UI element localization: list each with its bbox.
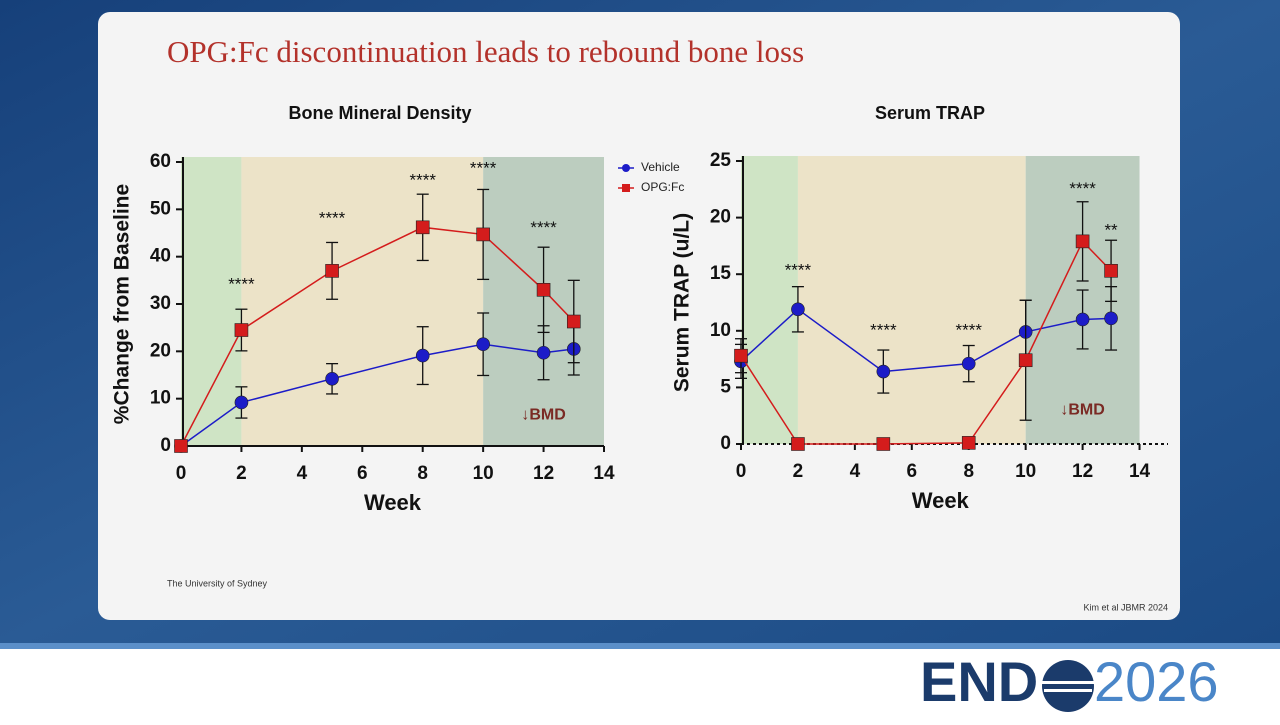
x-tick-label: 2 [236,463,247,484]
marker [1075,234,1090,249]
annotation: **** [955,320,982,339]
marker [415,348,430,363]
chart-title: Serum TRAP [875,103,985,123]
annotation: **** [228,275,255,294]
marker [876,364,891,379]
annotation: **** [409,170,436,189]
x-tick-label: 0 [176,463,187,484]
marker [876,437,891,451]
annotation: ↓BMD [521,406,565,423]
marker [1104,264,1118,278]
x-axis-label: Week [912,488,970,513]
marker [234,323,249,337]
marker [791,437,805,451]
phase-band [741,156,798,444]
y-tick-label: 20 [150,340,171,361]
x-tick-label: 14 [1129,461,1151,482]
annotation: **** [470,159,497,178]
y-tick-label: 5 [720,376,731,397]
y-tick-label: 60 [150,151,171,172]
y-tick-label: 10 [150,388,171,409]
x-tick-label: 10 [1015,461,1036,482]
x-tick-label: 8 [963,461,974,482]
annotation: **** [319,208,346,227]
y-tick-label: 40 [150,246,171,267]
marker [791,302,805,317]
y-axis-label: Serum TRAP (u/L) [671,213,694,392]
x-tick-label: 6 [907,461,918,482]
annotation: **** [1069,179,1096,198]
logo-right: 2026 [1094,650,1219,713]
phase-band [797,156,1026,444]
marker [1104,311,1118,326]
chart-title: Bone Mineral Density [288,103,471,123]
x-tick-label: 12 [533,463,554,484]
logo-stripe [1044,689,1092,692]
logo-globe [1042,660,1094,712]
annotation: **** [530,218,557,237]
y-tick-label: 30 [150,293,171,314]
marker [1018,353,1033,368]
marker [415,220,430,235]
affiliation: The University of Sydney [167,578,268,588]
slide-title: OPG:Fc discontinuation leads to rebound … [167,34,804,69]
marker [566,314,581,329]
x-tick-label: 14 [593,463,615,484]
divider [0,643,1280,649]
x-tick-label: 12 [1072,461,1093,482]
logo-stripe [1042,681,1094,684]
x-axis-label: Week [364,490,422,515]
annotation: **** [870,320,897,339]
marker [325,264,339,278]
annotation: ** [1104,221,1118,240]
y-tick-label: 20 [710,207,731,228]
marker [536,282,551,297]
legend-marker [622,184,630,192]
marker [476,227,490,242]
y-tick-label: 10 [710,320,731,341]
phase-band [241,157,484,446]
marker [961,436,976,450]
y-tick-label: 25 [710,150,732,171]
phase-band [181,157,242,446]
annotation: **** [785,260,812,279]
marker [476,337,490,352]
marker [734,348,748,363]
legend-marker [622,164,630,172]
y-axis-label: %Change from Baseline [111,184,134,424]
x-tick-label: 10 [473,463,494,484]
y-tick-label: 50 [150,198,171,219]
marker [961,356,976,371]
logo: END 2026 [920,650,1219,713]
annotation: ↓BMD [1060,401,1104,418]
legend-label: Vehicle [641,160,680,174]
marker [536,345,551,360]
source: Kim et al JBMR 2024 [1083,602,1168,612]
marker [234,395,249,410]
y-tick-label: 0 [160,435,171,456]
x-tick-label: 2 [793,461,804,482]
marker [1075,312,1090,327]
x-tick-label: 4 [297,463,308,484]
x-tick-label: 4 [850,461,861,482]
marker [325,371,339,386]
x-tick-label: 8 [417,463,428,484]
y-tick-label: 15 [710,263,732,284]
marker [174,439,188,453]
x-tick-label: 6 [357,463,368,484]
y-tick-label: 0 [720,433,731,454]
legend-label: OPG:Fc [641,180,684,194]
x-tick-label: 0 [736,461,747,482]
logo-left: END [920,650,1038,713]
